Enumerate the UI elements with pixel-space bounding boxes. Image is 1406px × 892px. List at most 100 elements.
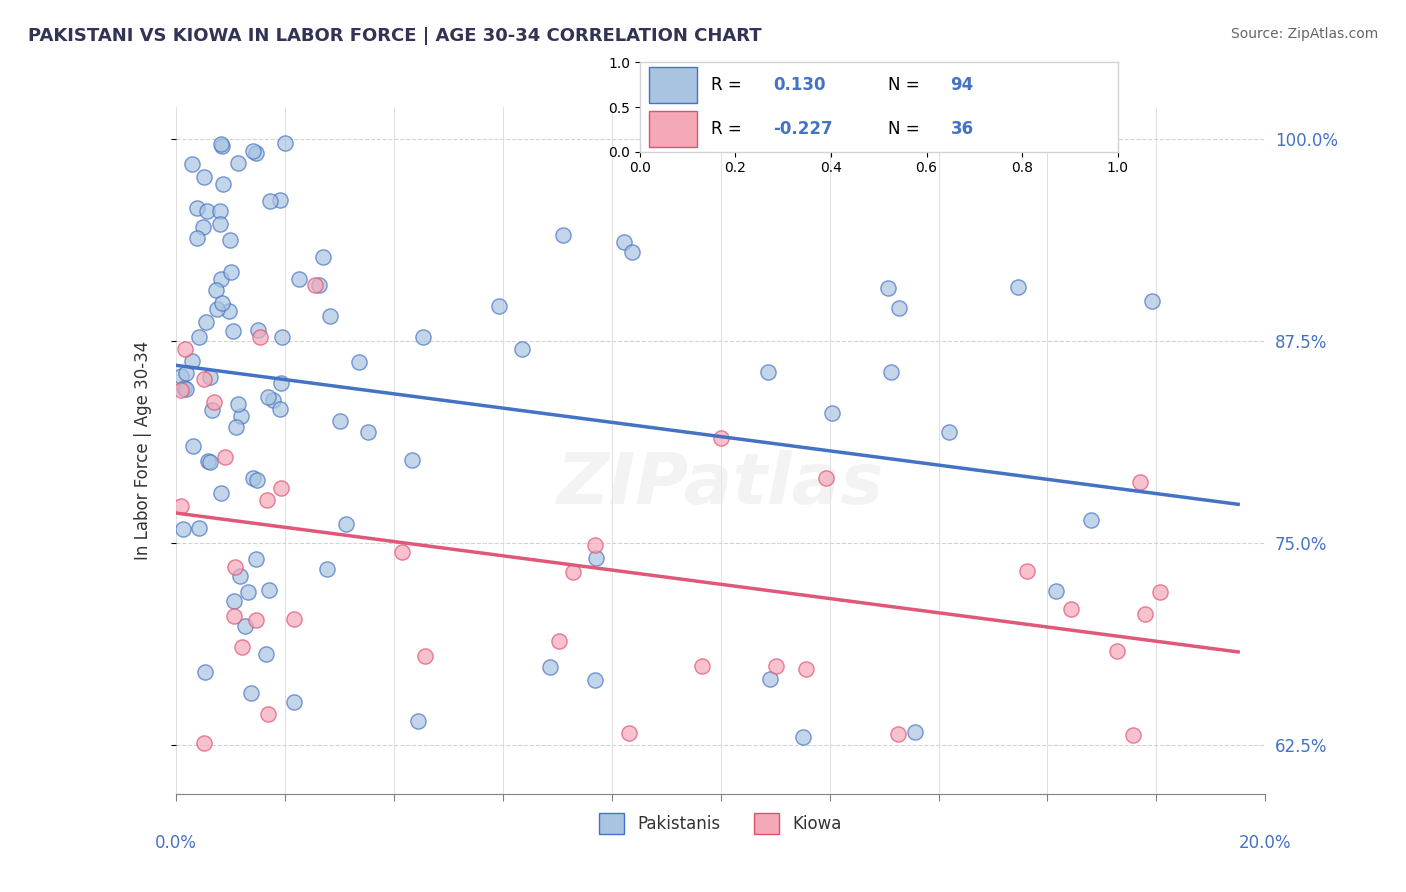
Point bbox=[887, 727, 910, 741]
Point bbox=[796, 662, 818, 676]
Bar bbox=[650, 112, 697, 147]
Point bbox=[193, 372, 215, 386]
Text: R =: R = bbox=[711, 76, 748, 94]
Point bbox=[538, 660, 561, 674]
Point bbox=[245, 552, 267, 566]
Point bbox=[207, 301, 229, 316]
Point bbox=[1129, 475, 1152, 489]
Point bbox=[583, 538, 606, 552]
Point bbox=[620, 244, 643, 259]
Point bbox=[710, 431, 733, 445]
Point bbox=[548, 634, 571, 648]
Point bbox=[202, 395, 225, 409]
Point bbox=[222, 609, 245, 624]
Point bbox=[180, 156, 202, 170]
Point bbox=[304, 278, 326, 293]
Point bbox=[690, 659, 713, 673]
Point bbox=[406, 714, 429, 729]
Point bbox=[197, 454, 219, 468]
Point bbox=[1133, 607, 1156, 622]
Point bbox=[209, 486, 232, 500]
Point bbox=[229, 568, 252, 582]
Point bbox=[259, 194, 281, 208]
Point bbox=[815, 470, 838, 484]
Point bbox=[187, 521, 209, 535]
Point bbox=[226, 397, 249, 411]
Point bbox=[877, 280, 900, 294]
Point bbox=[212, 178, 235, 192]
Point bbox=[233, 619, 256, 633]
Point bbox=[183, 439, 205, 453]
Point bbox=[205, 283, 228, 297]
Point bbox=[820, 406, 842, 420]
Point bbox=[319, 310, 342, 324]
Point bbox=[315, 561, 337, 575]
Point bbox=[551, 228, 574, 243]
Point bbox=[335, 516, 357, 531]
Point bbox=[1007, 280, 1029, 294]
Point bbox=[242, 471, 264, 485]
Point bbox=[246, 323, 269, 337]
Point bbox=[221, 265, 243, 279]
Point bbox=[256, 391, 278, 405]
Point bbox=[269, 193, 291, 207]
Point bbox=[186, 201, 208, 215]
Bar bbox=[650, 67, 697, 103]
Point bbox=[209, 136, 232, 151]
Point bbox=[254, 647, 277, 661]
Point bbox=[412, 330, 434, 344]
Point bbox=[904, 724, 927, 739]
Point bbox=[1045, 584, 1067, 599]
Point bbox=[889, 301, 911, 315]
Point bbox=[222, 324, 245, 338]
Point bbox=[174, 383, 197, 397]
Point bbox=[271, 330, 294, 344]
Point bbox=[510, 342, 533, 356]
Text: PAKISTANI VS KIOWA IN LABOR FORCE | AGE 30-34 CORRELATION CHART: PAKISTANI VS KIOWA IN LABOR FORCE | AGE … bbox=[28, 27, 762, 45]
Point bbox=[270, 376, 292, 391]
Point bbox=[194, 665, 217, 680]
Text: Source: ZipAtlas.com: Source: ZipAtlas.com bbox=[1230, 27, 1378, 41]
Point bbox=[249, 329, 271, 343]
Point bbox=[613, 235, 636, 249]
Point bbox=[262, 393, 284, 408]
Point bbox=[181, 354, 204, 368]
Point bbox=[193, 169, 215, 184]
Point bbox=[225, 420, 247, 434]
Point bbox=[329, 414, 352, 428]
Point bbox=[245, 613, 267, 627]
Point bbox=[170, 499, 193, 513]
Point bbox=[172, 522, 194, 536]
Point bbox=[288, 272, 311, 286]
Point bbox=[1122, 728, 1144, 742]
Point bbox=[173, 380, 195, 394]
Point bbox=[246, 473, 269, 487]
Point bbox=[1080, 513, 1102, 527]
Point bbox=[211, 296, 233, 310]
Point bbox=[236, 585, 259, 599]
Point bbox=[308, 278, 330, 293]
Point bbox=[488, 299, 510, 313]
Text: 0.0%: 0.0% bbox=[155, 834, 197, 852]
Point bbox=[257, 583, 280, 598]
Point bbox=[174, 343, 197, 357]
Text: 0.130: 0.130 bbox=[773, 76, 827, 94]
Point bbox=[401, 453, 423, 467]
Text: R =: R = bbox=[711, 120, 748, 138]
Point bbox=[347, 354, 370, 368]
Point bbox=[211, 139, 233, 153]
Text: N =: N = bbox=[889, 120, 925, 138]
Point bbox=[1149, 585, 1171, 599]
Point bbox=[756, 365, 779, 379]
Point bbox=[226, 156, 249, 170]
Point bbox=[357, 425, 380, 439]
Point bbox=[283, 695, 305, 709]
Point bbox=[242, 144, 264, 158]
Text: 94: 94 bbox=[950, 76, 974, 94]
Point bbox=[209, 272, 232, 286]
Point bbox=[765, 659, 787, 673]
Point bbox=[218, 303, 240, 318]
Point bbox=[245, 145, 267, 160]
Point bbox=[224, 559, 246, 574]
Point bbox=[231, 409, 253, 423]
